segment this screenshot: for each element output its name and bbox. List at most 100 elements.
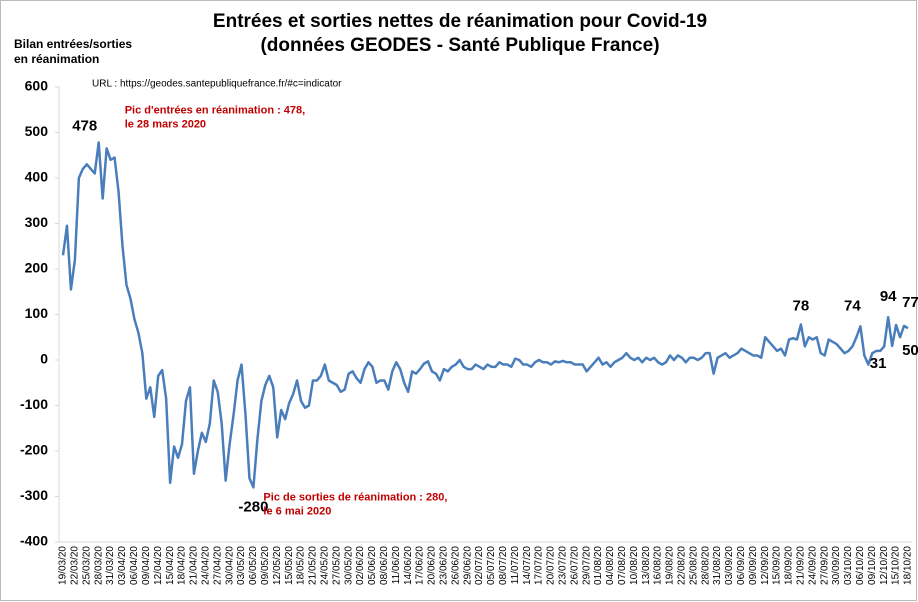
x-tick-label: 15/05/20 <box>284 546 295 585</box>
x-tick-label: 06/05/20 <box>248 546 259 585</box>
x-tick-label: 09/09/20 <box>748 546 759 585</box>
data-line <box>61 141 909 489</box>
x-tick-label: 08/06/20 <box>379 546 390 585</box>
x-tick-label: 24/04/20 <box>200 546 211 585</box>
x-tick-label: 27/09/20 <box>819 546 830 585</box>
y-tick-label: 500 <box>25 123 49 139</box>
x-tick-label: 10/08/20 <box>629 546 640 585</box>
x-tick-label: 02/07/20 <box>474 546 485 585</box>
y-tick-label: 0 <box>40 351 48 367</box>
x-tick-label: 03/09/20 <box>724 546 735 585</box>
chart-title: Entrées et sorties nettes de réanimation… <box>213 11 707 32</box>
x-tick-label: 09/10/20 <box>867 546 878 585</box>
x-tick-label: 12/05/20 <box>272 546 283 585</box>
x-tick-label: 02/06/20 <box>355 546 366 585</box>
x-tick-label: 23/06/20 <box>438 546 449 585</box>
x-tick-label: 30/05/20 <box>343 546 354 585</box>
y-tick-label: -200 <box>20 442 48 458</box>
x-tick-label: 26/07/20 <box>569 546 580 585</box>
x-tick-label: 05/06/20 <box>367 546 378 585</box>
x-tick-label: 18/10/20 <box>903 546 914 585</box>
x-tick-label: 30/04/20 <box>224 546 235 585</box>
y-axis-label: Bilan entrées/sorties <box>14 37 132 51</box>
y-tick-label: 100 <box>25 305 49 321</box>
x-tick-label: 14/07/20 <box>522 546 533 585</box>
x-tick-label: 15/09/20 <box>772 546 783 585</box>
x-tick-label: 03/10/20 <box>843 546 854 585</box>
y-tick-label: -400 <box>20 533 48 549</box>
y-tick-label: -100 <box>20 396 48 412</box>
data-label: 50 <box>902 342 918 359</box>
x-tick-label: 16/08/20 <box>653 546 664 585</box>
x-tick-label: 27/05/20 <box>331 546 342 585</box>
x-tick-label: 04/08/20 <box>605 546 616 585</box>
x-tick-label: 06/10/20 <box>855 546 866 585</box>
x-tick-label: 19/08/20 <box>665 546 676 585</box>
x-tick-label: 29/06/20 <box>462 546 473 585</box>
x-tick-label: 08/07/20 <box>498 546 509 585</box>
data-label: 78 <box>793 297 810 314</box>
data-label: 31 <box>870 355 887 372</box>
data-label: 478 <box>72 117 97 134</box>
x-tick-label: 22/08/20 <box>677 546 688 585</box>
y-axis-label: en réanimation <box>14 52 99 66</box>
x-tick-label: 18/09/20 <box>784 546 795 585</box>
x-tick-label: 15/10/20 <box>891 546 902 585</box>
x-tick-label: 25/08/20 <box>688 546 699 585</box>
data-label: 77 <box>902 294 918 311</box>
x-tick-label: 22/03/20 <box>70 546 81 585</box>
data-label: 94 <box>880 288 897 305</box>
y-tick-label: 200 <box>25 260 49 276</box>
x-tick-label: 06/09/20 <box>736 546 747 585</box>
x-tick-label: 09/04/20 <box>141 546 152 585</box>
y-tick-label: 600 <box>25 78 49 94</box>
x-tick-label: 29/07/20 <box>581 546 592 585</box>
annotation: Pic d'entrées en réanimation : 478, <box>125 104 306 116</box>
chart-title: (données GEODES - Santé Publique France) <box>260 35 659 56</box>
x-tick-label: 12/10/20 <box>879 546 890 585</box>
x-tick-label: 21/04/20 <box>189 546 200 585</box>
x-tick-label: 30/09/20 <box>831 546 842 585</box>
x-tick-label: 12/09/20 <box>760 546 771 585</box>
x-tick-label: 17/07/20 <box>534 546 545 585</box>
x-tick-label: 12/04/20 <box>153 546 164 585</box>
x-tick-label: 07/08/20 <box>617 546 628 585</box>
x-tick-label: 20/07/20 <box>546 546 557 585</box>
x-tick-label: 28/03/20 <box>93 546 104 585</box>
annotation: Pic de sorties de réanimation : 280, <box>263 491 447 503</box>
data-label: 74 <box>844 297 861 314</box>
x-tick-label: 15/04/20 <box>165 546 176 585</box>
x-tick-label: 31/03/20 <box>105 546 116 585</box>
x-tick-label: 13/08/20 <box>641 546 652 585</box>
x-tick-label: 31/08/20 <box>712 546 723 585</box>
x-tick-label: 24/09/20 <box>807 546 818 585</box>
x-tick-label: 19/03/20 <box>58 546 69 585</box>
x-tick-label: 25/03/20 <box>81 546 92 585</box>
x-tick-label: 28/08/20 <box>700 546 711 585</box>
x-tick-label: 06/04/20 <box>129 546 140 585</box>
x-tick-label: 21/05/20 <box>308 546 319 585</box>
x-tick-label: 21/09/20 <box>796 546 807 585</box>
x-tick-label: 11/07/20 <box>510 546 521 585</box>
x-tick-label: 05/07/20 <box>486 546 497 585</box>
x-tick-label: 11/06/20 <box>391 546 402 585</box>
x-tick-label: 26/06/20 <box>450 546 461 585</box>
x-tick-label: 18/05/20 <box>296 546 307 585</box>
x-tick-label: 14/06/20 <box>403 546 414 585</box>
y-tick-label: 400 <box>25 169 49 185</box>
x-tick-label: 09/05/20 <box>260 546 271 585</box>
y-tick-label: 300 <box>25 214 49 230</box>
x-tick-label: 17/06/20 <box>415 546 426 585</box>
x-tick-label: 01/08/20 <box>593 546 604 585</box>
annotation: le 28 mars 2020 <box>125 118 206 130</box>
x-tick-label: 20/06/20 <box>427 546 438 585</box>
source: URL : https://geodes.santepubliquefrance… <box>92 79 342 90</box>
data-label: -280 <box>238 498 268 515</box>
y-tick-label: -300 <box>20 487 48 503</box>
x-tick-label: 24/05/20 <box>319 546 330 585</box>
x-tick-label: 18/04/20 <box>177 546 188 585</box>
x-tick-label: 03/05/20 <box>236 546 247 585</box>
x-tick-label: 03/04/20 <box>117 546 128 585</box>
annotation: le 6 mai 2020 <box>263 505 331 517</box>
